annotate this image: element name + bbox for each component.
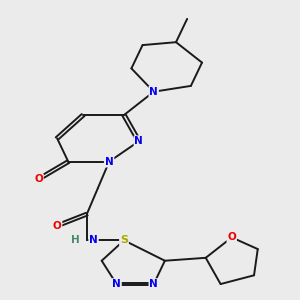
Text: S: S — [120, 235, 128, 245]
Text: O: O — [227, 232, 236, 242]
Text: O: O — [53, 221, 62, 231]
Text: N: N — [134, 136, 143, 146]
Text: N: N — [149, 87, 158, 97]
Text: H: H — [70, 235, 79, 245]
Text: O: O — [34, 174, 43, 184]
Text: N: N — [112, 279, 121, 289]
Text: N: N — [89, 235, 98, 245]
Text: N: N — [105, 157, 113, 167]
Text: N: N — [149, 279, 158, 289]
